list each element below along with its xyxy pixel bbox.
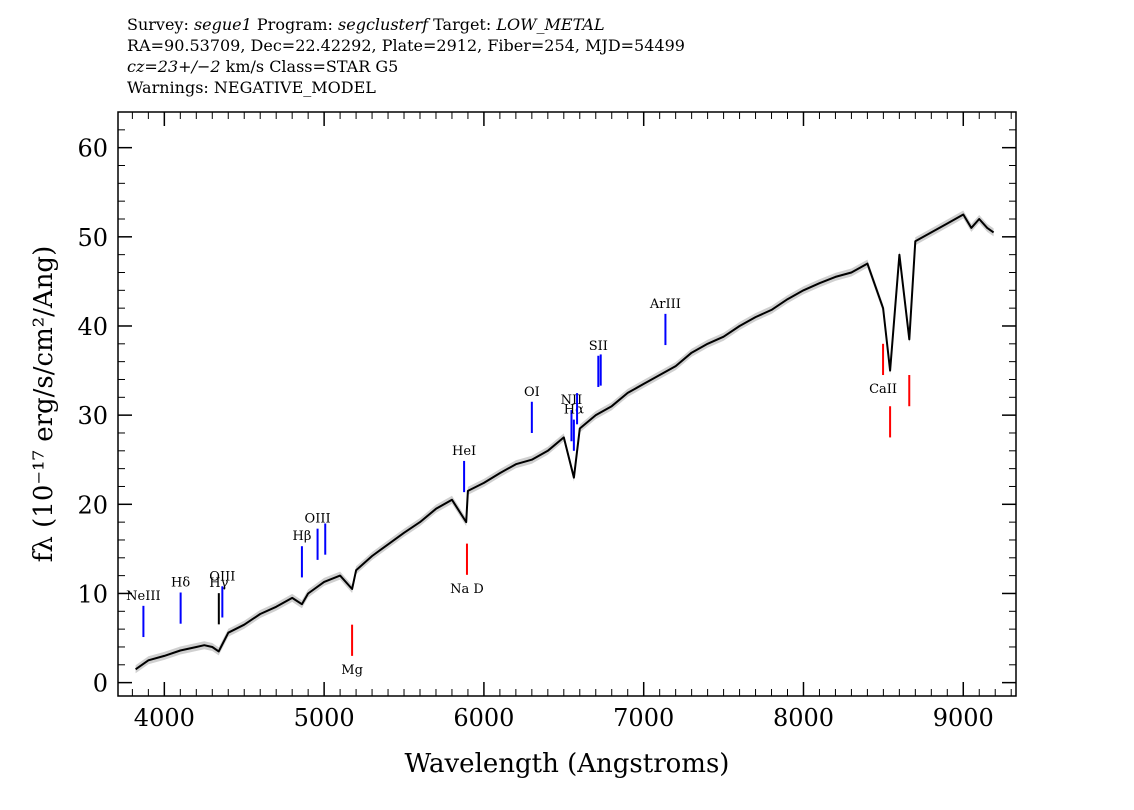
y-tick-label: 10 (77, 580, 108, 608)
line-marker-label: OIII (305, 512, 331, 527)
spectrum-header: Survey: segue1 Program: segclusterf Targ… (127, 14, 685, 98)
header-line-1: Survey: segue1 Program: segclusterf Targ… (127, 14, 685, 35)
program-label: Program: (251, 15, 339, 34)
redshift-value: cz=23+/−2 (127, 57, 221, 76)
class-info: km/s Class=STAR G5 (220, 57, 399, 76)
line-marker-label: ArIII (649, 297, 681, 312)
y-axis-label: fλ (10⁻¹⁷ erg/s/cm²/Ang) (29, 246, 59, 562)
x-tick-label: 5000 (294, 704, 355, 732)
header-line-4: Warnings: NEGATIVE_MODEL (127, 78, 376, 97)
line-marker-label: NeIII (126, 589, 160, 604)
target-label: Target: (428, 15, 497, 34)
line-marker-label: CaII (869, 382, 897, 397)
x-tick-label: 4000 (134, 704, 195, 732)
x-tick-label: 9000 (933, 704, 994, 732)
x-axis-label: Wavelength (Angstroms) (405, 749, 730, 779)
axis-tick-labels: 4000 5000 6000 7000 8000 9000 0 10 20 30 40 50 60 (77, 135, 993, 732)
line-marker-label: Mg (341, 663, 363, 678)
line-marker-label: HeI (452, 444, 476, 459)
y-tick-label: 0 (93, 670, 108, 698)
y-tick-label: 30 (77, 402, 108, 430)
plot-frame (117, 111, 1017, 697)
y-tick-label: 60 (77, 135, 108, 163)
program-value: segclusterf (338, 15, 429, 34)
line-marker-label: Hδ (171, 576, 190, 591)
header-line-2: RA=90.53709, Dec=22.42292, Plate=2912, F… (127, 36, 685, 55)
line-marker-label: Hγ (209, 576, 228, 591)
target-value: LOW_METAL (496, 15, 605, 34)
header-line-3: cz=23+/−2 km/s Class=STAR G5 (127, 56, 685, 77)
y-tick-label: 50 (77, 224, 108, 252)
y-tick-label: 20 (77, 491, 108, 519)
spectrum-layer (135, 213, 995, 671)
x-tick-label: 7000 (613, 704, 674, 732)
line-marker-label: OI (524, 385, 540, 400)
line-marker-label: Na D (450, 582, 484, 597)
x-tick-label: 6000 (453, 704, 514, 732)
axis-ticks (118, 112, 1016, 696)
x-tick-label: 8000 (773, 704, 834, 732)
line-marker-label: Hβ (292, 529, 311, 544)
spectrum-line (135, 213, 995, 671)
line-marker-label: OIII (209, 569, 235, 584)
survey-value: segue1 (193, 15, 252, 34)
survey-label: Survey: (127, 15, 194, 34)
line-marker-label: SII (589, 339, 608, 354)
line-marker-label: Hα (564, 403, 584, 418)
y-tick-label: 40 (77, 313, 108, 341)
